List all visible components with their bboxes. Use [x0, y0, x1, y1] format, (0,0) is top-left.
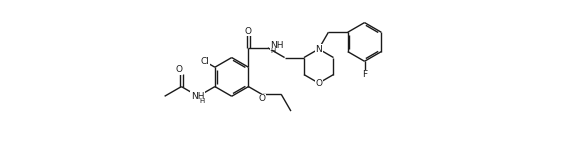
Text: H: H — [199, 98, 204, 104]
Text: NH: NH — [270, 41, 284, 50]
Text: O: O — [245, 26, 252, 36]
Text: O: O — [315, 79, 322, 88]
Text: O: O — [176, 65, 183, 74]
Text: NH: NH — [191, 92, 204, 101]
Text: O: O — [258, 94, 265, 103]
Text: H: H — [271, 48, 276, 54]
Text: Cl: Cl — [200, 57, 209, 66]
Text: F: F — [362, 70, 367, 79]
Text: N: N — [315, 45, 322, 54]
